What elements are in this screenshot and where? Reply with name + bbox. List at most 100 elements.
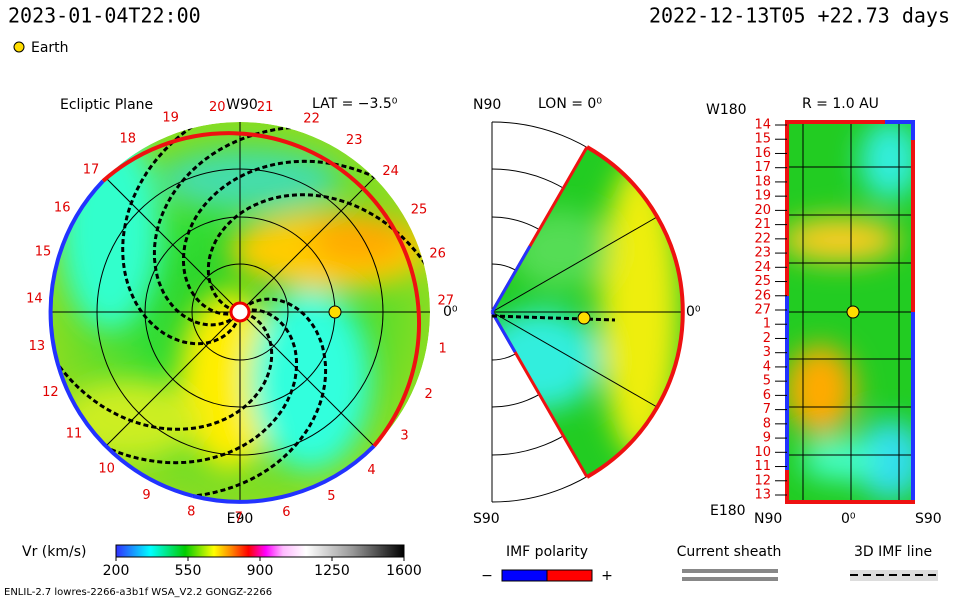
rim-label: 7 — [235, 510, 243, 525]
longitude: LON = 0⁰ — [538, 96, 602, 112]
rim-label: 22 — [303, 111, 320, 126]
sheath-swatch — [682, 577, 778, 581]
earth — [846, 305, 860, 319]
row-label: 21 — [754, 217, 771, 232]
polarity-rim — [48, 179, 194, 498]
imf-line — [183, 297, 328, 499]
rim-label: 20 — [209, 100, 226, 115]
row-label: 14 — [754, 118, 771, 133]
colorbar-tick-label: 200 — [103, 563, 130, 579]
colorbar-tick-label: 550 — [175, 563, 202, 579]
rim-label: 21 — [257, 100, 274, 115]
rim-label: 18 — [120, 132, 137, 147]
row-label: 13 — [754, 488, 771, 503]
row-label: 1 — [763, 317, 771, 332]
row-label: 12 — [754, 473, 771, 488]
axis-label: S90 — [473, 511, 500, 527]
row-label: 6 — [763, 388, 771, 403]
polarity-minus: − — [481, 568, 493, 584]
rim-label: 4 — [367, 463, 375, 478]
sun — [229, 301, 251, 323]
axis-label: N90 — [473, 97, 501, 113]
polarity-plus: + — [601, 568, 613, 584]
axis-label: E90 — [227, 511, 254, 527]
colorbar — [115, 544, 405, 558]
rim-label: 9 — [142, 488, 150, 503]
rim-label: 8 — [187, 505, 195, 520]
imf-line — [50, 314, 274, 431]
polarity-edge — [490, 245, 532, 353]
row-label: 11 — [754, 459, 771, 474]
row-label: 19 — [754, 189, 771, 204]
imf-line — [121, 122, 238, 346]
sheath-label: Current sheath — [677, 544, 782, 560]
rim-label: 10 — [98, 462, 115, 477]
polarity-rim — [586, 145, 685, 479]
row-label: 9 — [763, 431, 771, 446]
colorbar-label: Vr (km/s) — [22, 544, 86, 560]
polarity-rim — [101, 131, 422, 448]
row-label: 17 — [754, 160, 771, 175]
axis-label: S90 — [915, 511, 942, 527]
polarity-label: IMF polarity — [506, 544, 588, 560]
polarity-swatch — [501, 569, 548, 582]
row-label: 5 — [763, 374, 771, 389]
rim-label: 19 — [162, 111, 179, 126]
row-label: 10 — [754, 445, 771, 460]
imf-line — [491, 314, 616, 322]
rim-label: 14 — [26, 291, 43, 306]
rim-label: 13 — [29, 339, 46, 354]
earth — [328, 305, 342, 319]
axis-label: 0⁰ — [841, 511, 856, 527]
colorbar-tick-label: 1250 — [314, 563, 350, 579]
colorbar-tick-label: 1600 — [386, 563, 422, 579]
row-label: 3 — [763, 345, 771, 360]
rim-label: 11 — [66, 427, 83, 442]
row-labels: 1415161718192021222324252627123456789101… — [754, 118, 787, 503]
rim-label: 23 — [346, 133, 363, 148]
imf-line — [206, 193, 430, 310]
imf-line — [97, 308, 298, 465]
polarity-frame — [785, 120, 915, 500]
imf-line — [152, 125, 297, 327]
axis-label: W180 — [706, 102, 747, 118]
meridional-grid — [491, 216, 682, 408]
row-label: 26 — [754, 288, 771, 303]
latitude: LAT = −3.5⁰ — [312, 96, 398, 112]
row-label: 23 — [754, 246, 771, 261]
rim-label: 25 — [411, 203, 428, 218]
footer: ENLIL-2.7 lowres-2266-a3b1f WSA_V2.2 GON… — [4, 587, 272, 598]
axis-label: E180 — [710, 503, 746, 519]
rim-label: 5 — [327, 489, 335, 504]
rim-label: 12 — [42, 385, 59, 400]
sheath-swatch — [682, 569, 778, 573]
axis-label: W90 — [226, 97, 258, 113]
rim-label: 1 — [439, 341, 447, 356]
colorbar-tick-label: 900 — [247, 563, 274, 579]
row-label: 8 — [763, 416, 771, 431]
row-label: 7 — [763, 402, 771, 417]
earth-icon — [13, 41, 25, 53]
model-time: 2023-01-04T22:00 — [8, 4, 201, 28]
row-label: 22 — [754, 231, 771, 246]
row-label: 2 — [763, 331, 771, 346]
rim-label: 27 — [437, 294, 454, 309]
earth-legend: Earth — [31, 40, 69, 56]
row-label: 25 — [754, 274, 771, 289]
rim-label: 3 — [400, 428, 408, 443]
imf-lines — [50, 122, 430, 499]
row-label: 27 — [754, 303, 771, 318]
rim-label: 6 — [282, 505, 290, 520]
ecliptic-grid — [50, 122, 430, 502]
axis-label: 0⁰ — [443, 304, 458, 320]
axis-label: 0⁰ — [686, 304, 701, 320]
rim-label: 17 — [83, 162, 100, 177]
radius: R = 1.0 AU — [802, 96, 879, 112]
polarity-swatch — [546, 569, 593, 582]
row-label: 4 — [763, 359, 771, 374]
rim-label: 15 — [35, 244, 52, 259]
row-label: 16 — [754, 146, 771, 161]
rim-label: 24 — [382, 164, 399, 179]
